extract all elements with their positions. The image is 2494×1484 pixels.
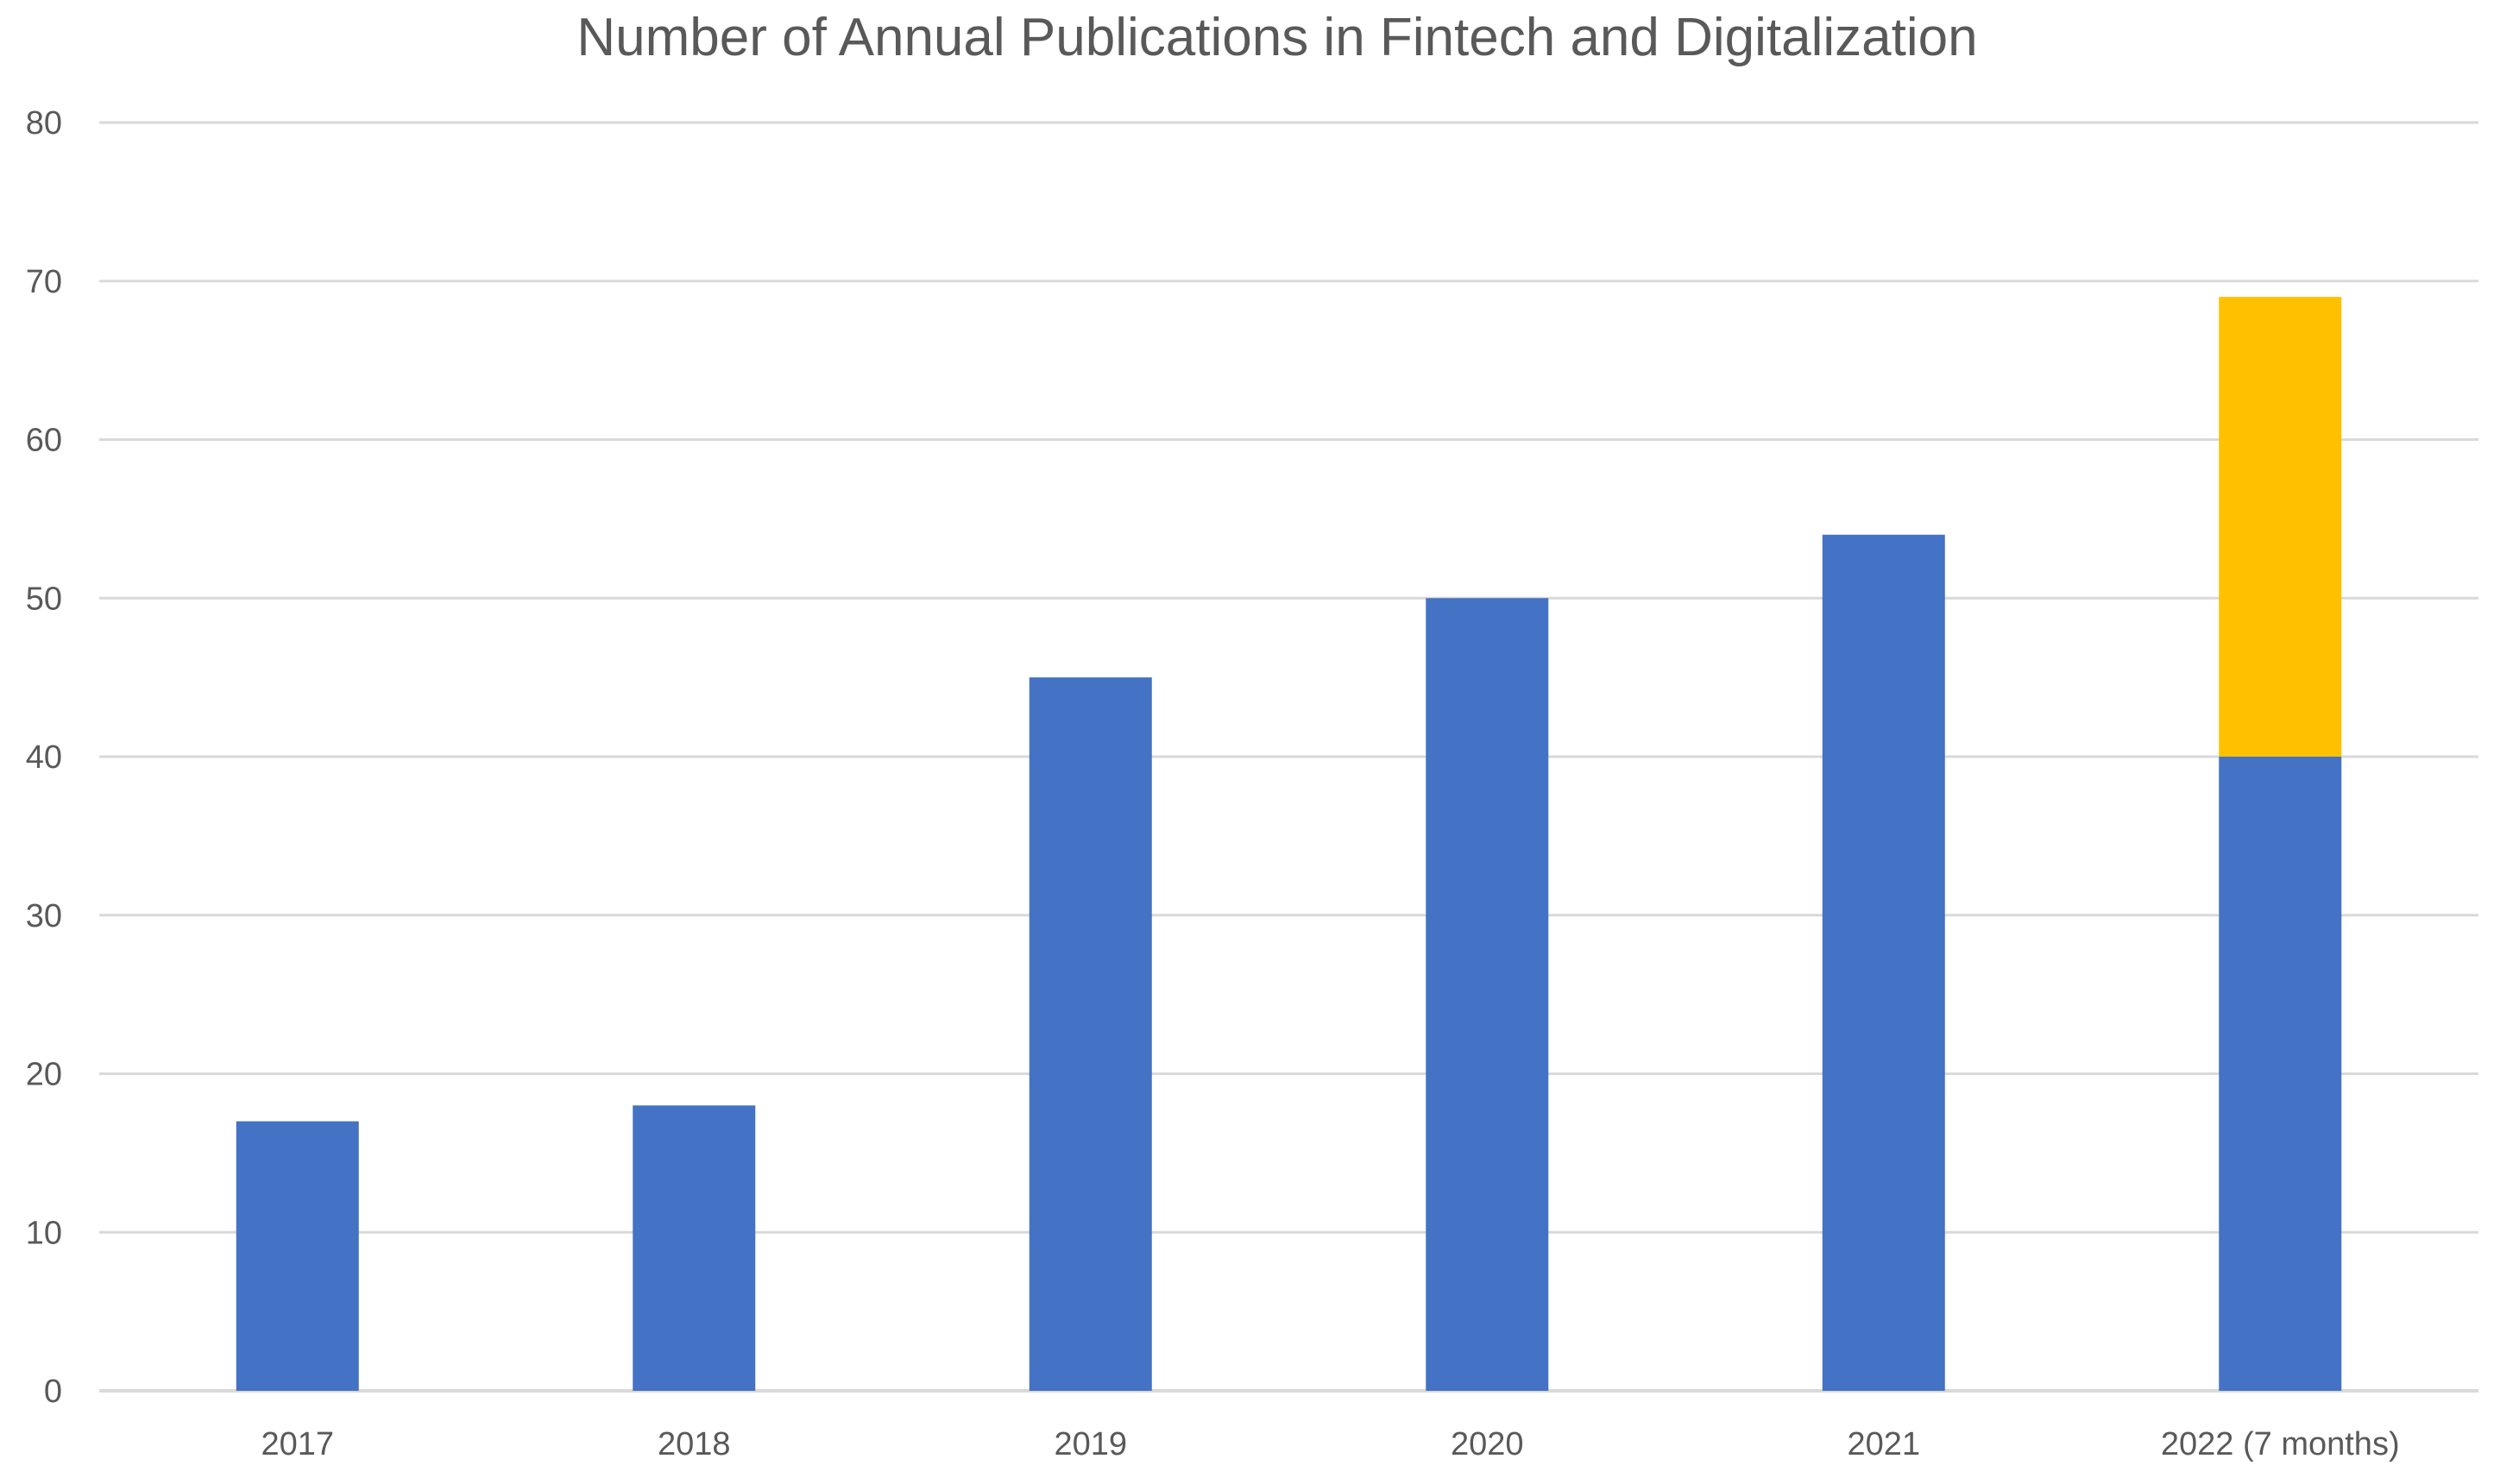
bars [236,297,2342,1391]
y-tick-label: 80 [26,105,62,141]
bar-2021 [1822,534,1945,1391]
bar-2020 [1426,598,1549,1391]
bar-2017 [236,1121,359,1391]
y-axis-ticks: 0 10 20 30 40 50 60 70 80 [26,105,62,1410]
chart-title: Number of Annual Publications in Fintech… [576,8,1977,67]
y-tick-label: 60 [26,423,62,459]
y-tick-label: 40 [26,739,62,776]
x-tick-label: 2018 [658,1426,731,1462]
bar-2018 [633,1105,756,1391]
x-tick-label: 2022 (7 months) [2161,1426,2400,1462]
y-tick-label: 10 [26,1215,62,1251]
y-tick-label: 0 [44,1374,62,1410]
x-tick-label: 2020 [1451,1426,1524,1462]
y-tick-label: 30 [26,898,62,934]
y-tick-label: 70 [26,264,62,300]
gridlines [99,121,2478,1393]
x-tick-label: 2021 [1847,1426,1920,1462]
x-axis-ticks: 2017 2018 2019 2020 2021 2022 (7 months) [261,1426,2399,1462]
bar-2022 [2219,757,2342,1391]
bar-2022-segment-1 [2219,297,2342,757]
y-tick-label: 50 [26,581,62,617]
x-tick-label: 2019 [1054,1426,1127,1462]
bar-2019 [1029,677,1152,1391]
x-tick-label: 2017 [261,1426,334,1462]
y-tick-label: 20 [26,1057,62,1093]
